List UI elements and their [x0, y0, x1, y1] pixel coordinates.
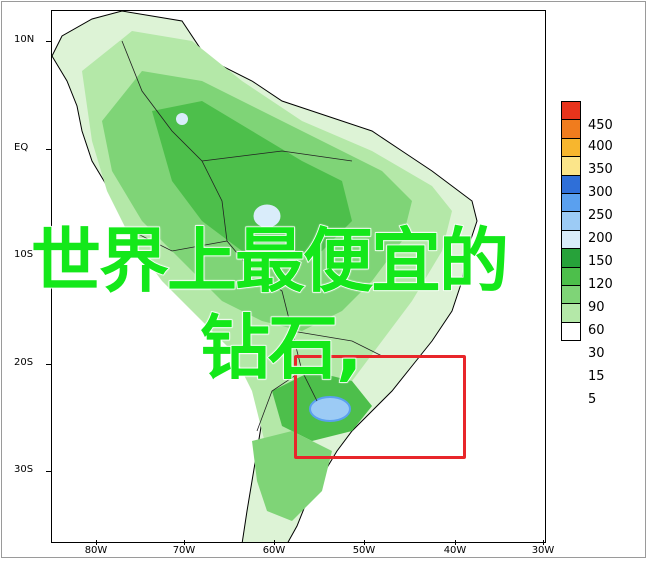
legend-swatch [561, 119, 581, 139]
lat-label-10s: 10S [14, 249, 34, 260]
precip-spot-max [309, 396, 351, 422]
lon-label-30w: 30W [531, 545, 555, 556]
legend-swatch [561, 284, 581, 305]
legend-label: 15 [588, 369, 605, 384]
lon-label-70w: 70W [172, 545, 196, 556]
lon-tick [184, 540, 185, 545]
legend-swatch [561, 156, 581, 176]
precipitation-map [51, 10, 546, 543]
lon-label-50w: 50W [352, 545, 376, 556]
legend-label: 60 [588, 323, 605, 338]
lon-tick [455, 540, 456, 545]
legend-label: 400 [588, 139, 613, 154]
precip-spot-small [176, 113, 188, 125]
legend-swatch [561, 211, 581, 231]
lat-label-30s: 30S [14, 464, 34, 475]
lat-label-eq: EQ [14, 142, 29, 153]
legend-swatch [561, 248, 581, 268]
precip-zone-south-light [252, 431, 332, 521]
lat-tick [46, 149, 52, 150]
precip-spot-north [252, 203, 282, 229]
legend-label: 450 [588, 118, 613, 133]
legend-swatch [561, 303, 581, 323]
precip-zone-60 [152, 101, 352, 261]
overlay-subheadline: 钻石, [199, 306, 363, 390]
legend-label: 30 [588, 346, 605, 361]
legend-swatch [561, 266, 581, 286]
legend-label: 150 [588, 254, 613, 269]
lat-tick [46, 471, 52, 472]
lon-label-80w: 80W [84, 545, 108, 556]
lon-tick [364, 540, 365, 545]
lon-tick [274, 540, 275, 545]
legend-label: 5 [588, 392, 597, 407]
legend-swatch [561, 174, 581, 194]
country-borders [121, 40, 383, 432]
lon-label-40w: 40W [443, 545, 467, 556]
legend-label: 300 [588, 185, 613, 200]
overlay-headline: 世界上最便宜的 [30, 219, 510, 303]
legend-swatch [561, 101, 581, 121]
color-legend [561, 101, 583, 342]
lat-tick [46, 256, 52, 257]
legend-swatch [561, 321, 581, 342]
legend-swatch [561, 137, 581, 158]
legend-swatch [561, 192, 581, 213]
legend-swatch [561, 229, 581, 250]
legend-label: 200 [588, 231, 613, 246]
lat-tick [46, 41, 52, 42]
lon-tick [543, 540, 544, 545]
legend-label: 350 [588, 162, 613, 177]
legend-label: 120 [588, 277, 613, 292]
lon-label-60w: 60W [262, 545, 286, 556]
legend-label: 90 [588, 300, 605, 315]
map-canvas [52, 11, 478, 542]
lat-label-20s: 20S [14, 357, 34, 368]
legend-label: 250 [588, 208, 613, 223]
lon-tick [96, 540, 97, 545]
highlight-rectangle [294, 355, 466, 459]
lat-tick [46, 364, 52, 365]
lat-label-10n: 10N [14, 34, 35, 45]
